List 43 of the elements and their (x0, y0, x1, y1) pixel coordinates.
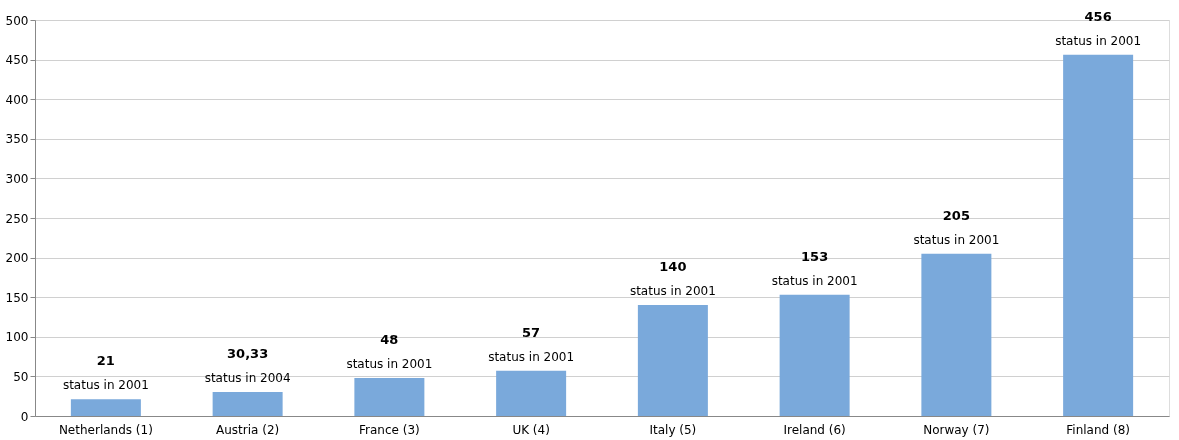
data-label: 30,33 (227, 345, 269, 361)
x-tick-label: Austria (2) (216, 422, 280, 437)
x-tick-label: Ireland (6) (783, 422, 846, 437)
data-label: 456 (1084, 8, 1112, 24)
bar (637, 305, 708, 416)
bar (354, 377, 425, 416)
bar (779, 294, 850, 416)
y-tick-label: 250 (5, 211, 29, 226)
y-tick-label: 100 (5, 330, 29, 345)
y-tick-label: 500 (5, 13, 29, 28)
x-tick-label: Netherlands (1) (58, 422, 153, 437)
data-label: 140 (659, 259, 687, 275)
bar (1063, 54, 1134, 416)
data-label: 48 (380, 331, 399, 347)
annotation: status in 2001 (1055, 33, 1142, 48)
x-tick-label: Italy (5) (649, 422, 697, 437)
data-label: 57 (522, 324, 541, 340)
x-tick-label: Finland (8) (1066, 422, 1130, 437)
y-tick-label: 150 (5, 290, 29, 305)
y-tick-label: 50 (13, 369, 29, 384)
bar (921, 253, 992, 416)
data-label: 205 (942, 207, 970, 223)
annotation: status in 2004 (204, 370, 291, 385)
y-tick-label: 450 (5, 53, 29, 68)
data-label: 21 (96, 353, 115, 369)
x-tick-label: UK (4) (512, 422, 550, 437)
annotation: status in 2001 (629, 284, 716, 299)
x-tick-label: France (3) (359, 422, 420, 437)
y-tick-label: 400 (5, 92, 29, 107)
bar (70, 399, 141, 416)
y-tick-label: 0 (20, 409, 29, 424)
annotation: status in 2001 (913, 232, 1000, 247)
y-tick-label: 200 (5, 251, 29, 266)
data-label: 153 (801, 248, 829, 264)
annotation: status in 2001 (346, 356, 433, 371)
y-tick-label: 350 (5, 132, 29, 147)
annotation: status in 2001 (771, 273, 858, 288)
bar (496, 370, 567, 416)
x-tick-label: Norway (7) (923, 422, 990, 437)
bar (212, 391, 283, 416)
annotation: status in 2001 (488, 349, 575, 364)
y-tick-label: 300 (5, 171, 29, 186)
annotation: status in 2001 (62, 378, 149, 393)
